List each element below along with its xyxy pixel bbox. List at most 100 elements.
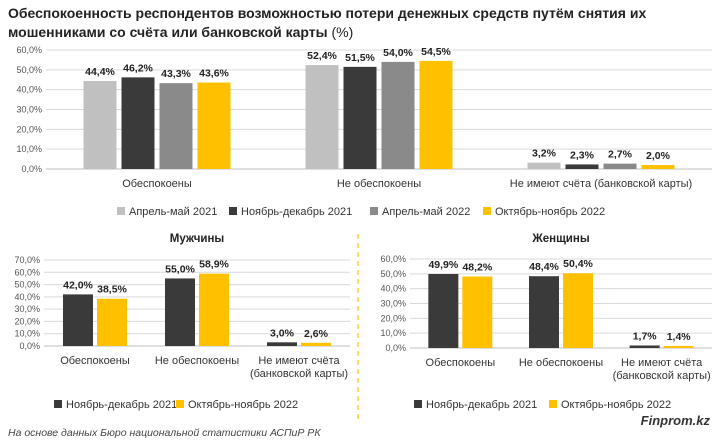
women-chart-y-tick-label: 20,0% bbox=[380, 313, 406, 323]
women-chart-category-label: Не имеют счёта bbox=[621, 357, 703, 369]
main-chart-bar bbox=[159, 83, 193, 169]
source-note: На основе данных Бюро национальной стати… bbox=[8, 427, 321, 439]
men-chart-bar bbox=[63, 294, 93, 346]
main-chart-data-label: 2,3% bbox=[570, 149, 595, 161]
main-chart-data-label: 43,6% bbox=[199, 68, 229, 80]
main-chart-bar bbox=[381, 61, 415, 169]
women-chart-legend-label: Октябрь-ноябрь 2022 bbox=[561, 399, 671, 411]
women-chart-data-label: 48,2% bbox=[462, 262, 492, 274]
men-chart-y-tick-label: 40,0% bbox=[14, 292, 40, 302]
men-chart-data-label: 55,0% bbox=[165, 263, 195, 275]
main-chart-category-label: Не имеют счёта (банковской карты) bbox=[510, 178, 692, 190]
main-chart-legend-label: Апрель-май 2021 bbox=[129, 206, 217, 218]
main-chart-data-label: 2,0% bbox=[646, 150, 671, 162]
men-chart-y-tick-label: 50,0% bbox=[14, 280, 40, 290]
women-chart-title: Женщины bbox=[531, 233, 589, 245]
women-chart-bar bbox=[529, 276, 559, 348]
women-chart-data-label: 48,4% bbox=[529, 261, 559, 273]
men-chart-bar bbox=[199, 273, 229, 346]
main-chart-legend-swatch bbox=[483, 207, 491, 215]
women-chart-bar bbox=[629, 345, 660, 348]
men-chart-y-tick-label: 60,0% bbox=[14, 267, 40, 277]
chart-title: Обеспокоенность респондентов возможность… bbox=[8, 4, 712, 42]
main-chart-category-label: Не обеспокоены bbox=[337, 178, 421, 190]
men-chart-bar bbox=[97, 298, 127, 346]
main-chart-data-label: 3,2% bbox=[532, 148, 557, 160]
chart-title-unit: (%) bbox=[327, 24, 354, 40]
men-chart-title: Мужчины bbox=[170, 233, 225, 245]
women-chart-bar bbox=[428, 273, 459, 348]
main-chart-y-tick-label: 0,0% bbox=[21, 164, 42, 174]
women-chart-category-label: (банковской карты) bbox=[613, 370, 711, 382]
women-chart-y-tick-label: 0,0% bbox=[385, 343, 406, 353]
main-chart-bar bbox=[83, 80, 117, 169]
main-chart-data-label: 54,0% bbox=[383, 47, 413, 59]
men-chart-bar bbox=[301, 342, 331, 346]
women-chart-y-tick-label: 60,0% bbox=[380, 254, 406, 264]
chart-title-text: Обеспокоенность респондентов возможность… bbox=[8, 5, 647, 40]
women-chart-y-tick-label: 50,0% bbox=[380, 269, 406, 279]
main-chart-category-label: Обеспокоены bbox=[122, 178, 192, 190]
men-chart-bar bbox=[165, 278, 195, 346]
main-chart-data-label: 46,2% bbox=[123, 62, 153, 74]
main-chart-legend-label: Ноябрь-декабрь 2021 bbox=[241, 206, 352, 218]
women-chart-bar bbox=[462, 276, 493, 348]
main-chart-data-label: 51,5% bbox=[345, 52, 375, 64]
women-chart-data-label: 49,9% bbox=[428, 259, 458, 271]
men-chart-data-label: 2,6% bbox=[304, 328, 329, 340]
women-chart-bar bbox=[663, 345, 694, 348]
main-chart-data-label: 52,4% bbox=[307, 50, 337, 62]
main-chart-bar bbox=[305, 65, 339, 169]
main-chart-bar bbox=[121, 77, 155, 169]
main-chart-data-label: 43,3% bbox=[161, 68, 191, 80]
women-chart-legend-swatch bbox=[414, 400, 422, 408]
men-chart-y-tick-label: 0,0% bbox=[19, 341, 40, 351]
women-chart-legend-swatch bbox=[549, 400, 557, 408]
men-chart-data-label: 58,9% bbox=[199, 259, 229, 271]
men-chart-legend-swatch bbox=[54, 400, 62, 408]
main-chart-y-tick-label: 40,0% bbox=[16, 85, 42, 95]
main-chart-legend-label: Апрель-май 2022 bbox=[382, 206, 470, 218]
main-chart-y-tick-label: 50,0% bbox=[16, 65, 42, 75]
main-chart-legend-label: Октябрь-ноябрь 2022 bbox=[495, 206, 605, 218]
men-chart-bar bbox=[267, 342, 297, 346]
main-chart-bar bbox=[641, 165, 675, 169]
men-chart-data-label: 3,0% bbox=[270, 327, 295, 339]
women-chart-y-tick-label: 30,0% bbox=[380, 299, 406, 309]
main-chart-data-label: 44,4% bbox=[85, 66, 115, 78]
main-chart-bar bbox=[197, 82, 231, 169]
women-chart-y-tick-label: 10,0% bbox=[380, 328, 406, 338]
main-chart-y-tick-label: 60,0% bbox=[16, 45, 42, 55]
men-chart-category-label: Обеспокоены bbox=[60, 355, 130, 367]
women-chart-data-label: 1,4% bbox=[667, 331, 692, 343]
women-chart-data-label: 1,7% bbox=[633, 330, 658, 342]
main-chart-legend-swatch bbox=[117, 207, 125, 215]
main-chart-bar bbox=[603, 163, 637, 169]
main-chart-y-tick-label: 10,0% bbox=[16, 144, 42, 154]
women-chart-category-label: Обеспокоены bbox=[426, 357, 496, 369]
men-chart-legend-swatch bbox=[176, 400, 184, 408]
main-chart-legend-swatch bbox=[370, 207, 378, 215]
main-chart-bar bbox=[527, 162, 561, 169]
men-chart-legend-label: Ноябрь-декабрь 2021 bbox=[66, 399, 177, 411]
men-chart-y-tick-label: 10,0% bbox=[14, 329, 40, 339]
main-chart-bar bbox=[343, 66, 377, 169]
men-chart-data-label: 38,5% bbox=[97, 284, 127, 296]
women-chart-y-tick-label: 40,0% bbox=[380, 284, 406, 294]
men-chart-y-tick-label: 30,0% bbox=[14, 304, 40, 314]
men-chart-category-label: Не имеют счёта bbox=[258, 355, 340, 367]
main-chart-y-tick-label: 30,0% bbox=[16, 105, 42, 115]
men-chart-category-label: Не обеспокоены bbox=[155, 355, 239, 367]
brand-logo-text: Finprom.kz bbox=[640, 413, 710, 428]
main-chart-data-label: 2,7% bbox=[608, 149, 633, 161]
main-chart-bar bbox=[419, 60, 453, 169]
main-chart-bar bbox=[565, 164, 599, 169]
main-chart-y-tick-label: 20,0% bbox=[16, 124, 42, 134]
women-chart-data-label: 50,4% bbox=[563, 258, 593, 270]
women-chart-bar bbox=[563, 273, 593, 348]
women-chart-legend-label: Ноябрь-декабрь 2021 bbox=[426, 399, 537, 411]
men-chart-legend-label: Октябрь-ноябрь 2022 bbox=[188, 399, 298, 411]
men-chart-category-label: (банковской карты) bbox=[250, 368, 348, 380]
men-chart-data-label: 42,0% bbox=[63, 279, 93, 291]
